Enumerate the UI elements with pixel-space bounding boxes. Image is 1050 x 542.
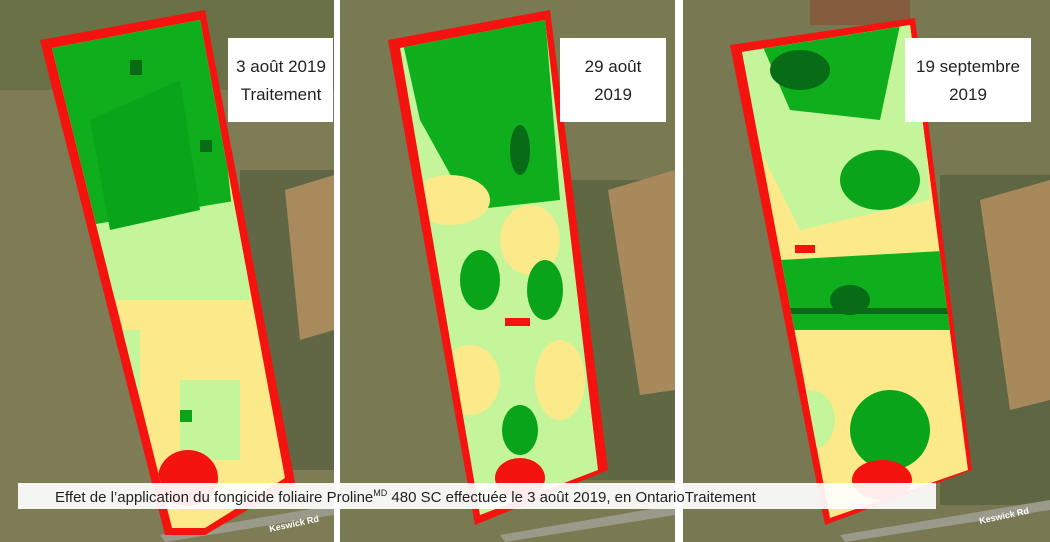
panel-label: 2019: [594, 85, 632, 104]
panel-label: 19 septembre: [916, 57, 1020, 76]
caption-text: Effet de l’application du fongicide foli…: [55, 489, 373, 506]
panel-label: 29 août: [585, 57, 642, 76]
field-map: [730, 18, 972, 525]
caption-box: [18, 483, 936, 509]
label-box: [560, 38, 666, 122]
panel-label: 3 août 2019: [236, 57, 326, 76]
caption-text: 480 SC effectuée le 3 août 2019, en Onta…: [387, 489, 684, 506]
caption: Effet de l’application du fongicide foli…: [55, 488, 757, 506]
label-box: [905, 38, 1031, 122]
caption-text: Traitement: [685, 489, 757, 506]
label-box: [228, 38, 333, 122]
panel-label: Traitement: [241, 85, 322, 104]
panel-label: 2019: [949, 85, 987, 104]
caption-superscript: MD: [373, 488, 387, 498]
